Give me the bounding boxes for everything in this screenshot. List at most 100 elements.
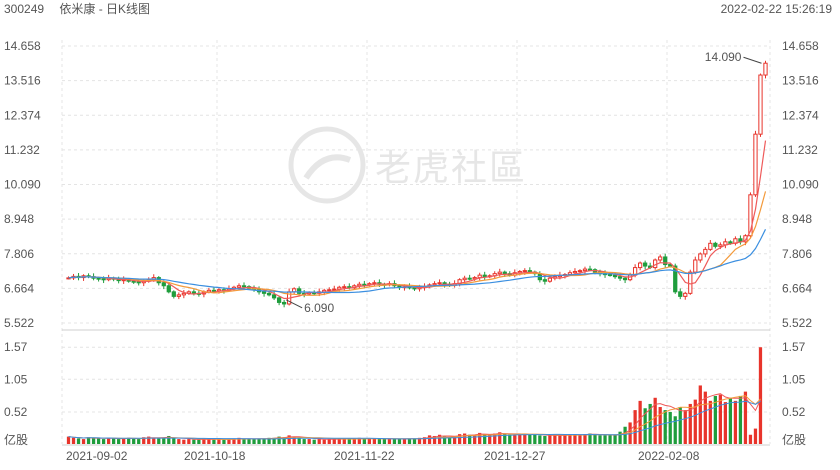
volume-bar (698, 385, 702, 444)
volume-unit-left: 亿股 (4, 432, 28, 447)
y-tick-label-left: 14.658 (4, 39, 41, 53)
volume-bar (753, 428, 758, 444)
volume-tick-label-right: 0.52 (782, 405, 806, 419)
volume-bar (708, 400, 712, 444)
volume-tick-label-left: 0.52 (4, 405, 28, 419)
volume-bar (633, 410, 637, 444)
candle-body (622, 277, 628, 281)
volume-bar (663, 410, 667, 444)
volume-bar (217, 439, 221, 444)
volume-bar (337, 438, 341, 444)
volume-bar (583, 434, 587, 444)
volume-bar (483, 434, 487, 444)
candle-body (281, 301, 287, 305)
volume-bar (608, 435, 612, 444)
volume-bar (232, 438, 236, 444)
candle-body (522, 270, 527, 273)
high-pointer (743, 56, 762, 64)
candle-body (753, 133, 758, 196)
low-annotation: 6.090 (304, 301, 334, 315)
volume-bar (733, 400, 738, 444)
candle-body (332, 288, 337, 291)
candle-body (663, 256, 668, 266)
volume-bar (122, 438, 126, 444)
volume-tick-label-left: 1.05 (4, 372, 28, 386)
volume-bars (66, 347, 763, 444)
x-tick-label: 2021-12-27 (484, 449, 546, 463)
candle-body (502, 271, 507, 275)
volume-bar (523, 434, 527, 444)
y-tick-label-left: 6.664 (4, 281, 34, 295)
volume-bar (267, 437, 271, 444)
volume-bar (192, 439, 196, 444)
volume-bar (432, 435, 437, 444)
volume-bar (142, 437, 146, 444)
low-pointer (285, 299, 303, 309)
volume-bar (678, 407, 682, 444)
candle-body (577, 270, 583, 273)
volume-bar (132, 438, 136, 444)
volume-bar (613, 434, 617, 444)
candle-body (342, 286, 347, 289)
volume-bar (528, 434, 532, 444)
volume-bar (392, 439, 397, 444)
volume-bar (106, 437, 111, 444)
volume-bar (212, 439, 216, 444)
y-tick-label-left: 13.516 (4, 74, 41, 88)
volume-averages (68, 393, 761, 440)
candle-body (658, 256, 663, 261)
volume-bar (693, 399, 697, 444)
volume-bar (493, 433, 497, 444)
volume-bar (66, 436, 71, 444)
y-tick-label-right: 10.090 (782, 178, 819, 192)
x-tick-label: 2021-09-02 (66, 449, 128, 463)
volume-bar (548, 435, 552, 444)
volume-bar (437, 434, 442, 444)
volume-bar (387, 438, 392, 444)
volume-bar (573, 434, 577, 444)
candle-body (101, 278, 106, 281)
volume-bar (127, 437, 131, 444)
y-tick-label-right: 11.232 (782, 143, 818, 157)
volume-bar (513, 435, 517, 444)
volume-bar (377, 439, 382, 444)
moving-averages (68, 140, 767, 300)
candle-body (758, 74, 763, 135)
candle-body (357, 283, 362, 287)
candle-body (748, 194, 753, 237)
volume-bar (412, 438, 417, 444)
candle-body (161, 282, 166, 287)
volume-bar (287, 435, 291, 444)
candle-body (437, 282, 442, 285)
candle-body (693, 259, 698, 273)
volume-bar (703, 391, 707, 444)
volume-bar (172, 438, 176, 444)
volume-bar (352, 438, 356, 444)
candle-body (266, 292, 272, 296)
volume-bar (473, 435, 477, 444)
volume-bar (312, 439, 316, 444)
volume-bar (643, 408, 647, 444)
stock-code: 300249 (4, 2, 45, 16)
volume-bar (247, 439, 251, 444)
volume-bar (177, 439, 181, 444)
y-tick-label-left: 8.948 (4, 212, 34, 226)
volume-bar (76, 438, 81, 444)
x-tick-label: 2021-10-18 (184, 449, 246, 463)
watermark-logo-icon (288, 126, 366, 204)
volume-bar (422, 437, 427, 444)
y-tick-label-right: 7.806 (782, 247, 812, 261)
candle-body (472, 277, 477, 280)
volume-bar (658, 407, 662, 444)
volume-bar (71, 437, 76, 444)
date-axis: 2021-09-02 2021-10-18 2021-11-22 2021-12-27… (66, 449, 700, 463)
candle-body (582, 268, 588, 272)
candle-body (322, 289, 327, 293)
volume-bar (207, 439, 211, 444)
candle-body (327, 289, 332, 292)
volume-bar (723, 402, 728, 444)
volume-bar (713, 395, 717, 444)
volume-bar (683, 410, 687, 444)
candle-body (462, 277, 467, 281)
